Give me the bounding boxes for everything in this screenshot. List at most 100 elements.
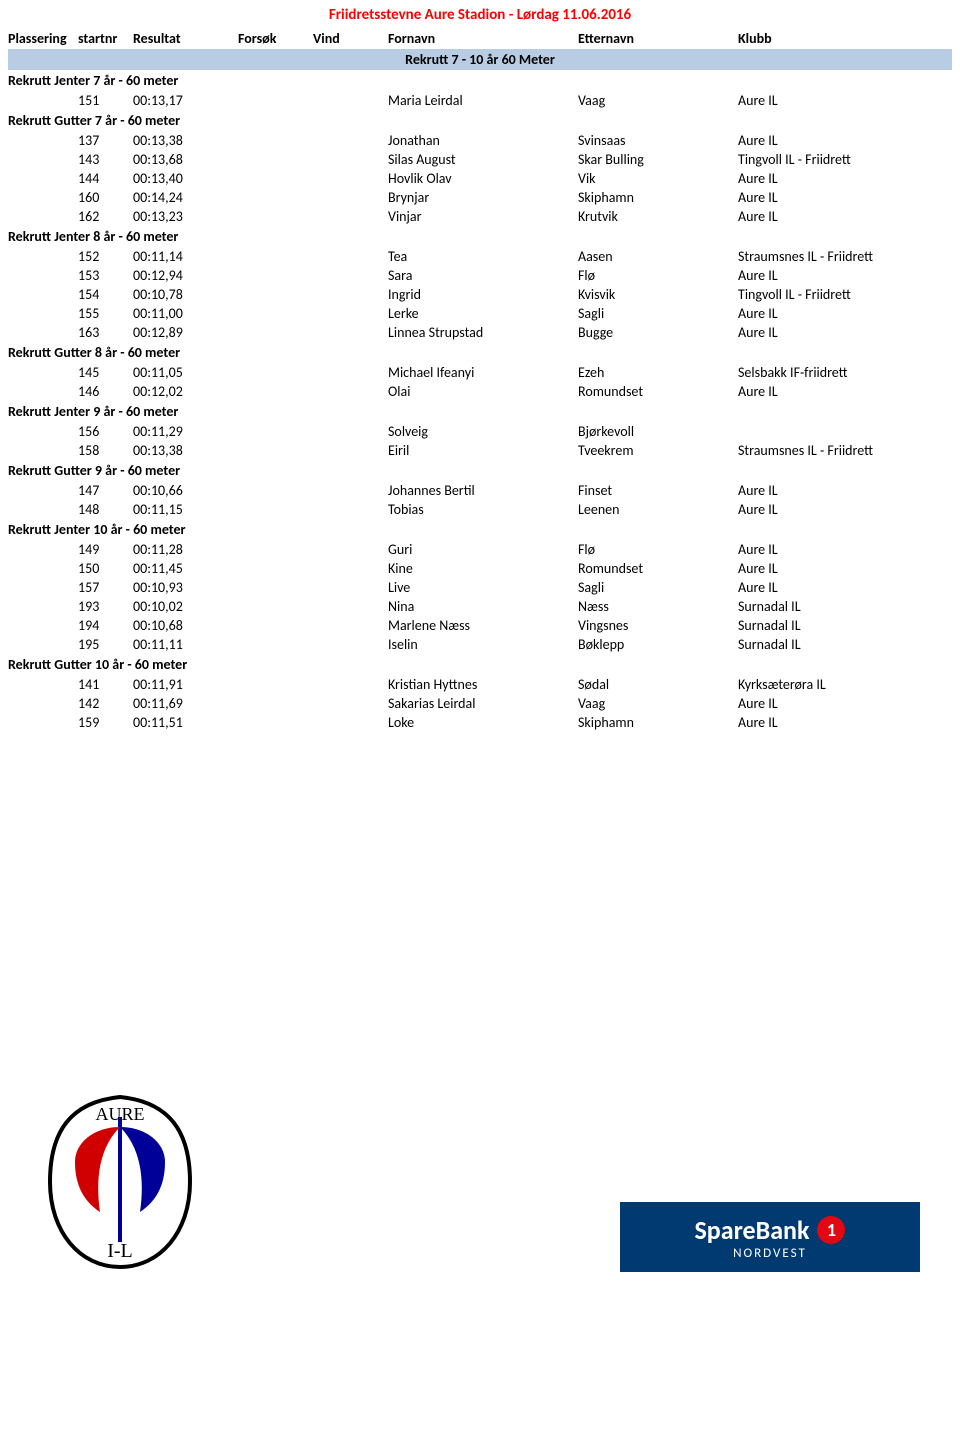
cell-etternavn: Skiphamn [578, 188, 738, 207]
cell-resultat: 00:13,23 [133, 207, 238, 226]
table-row: 15500:11,00LerkeSagliAure IL [8, 304, 952, 323]
cell-fornavn: Ingrid [388, 285, 578, 304]
aure-logo: AURE I-L [40, 1092, 200, 1272]
cell-startnr: 158 [78, 441, 133, 460]
table-row: 14800:11,15TobiasLeenenAure IL [8, 500, 952, 519]
table-row: 15300:12,94SaraFløAure IL [8, 266, 952, 285]
cell-resultat: 00:11,28 [133, 540, 238, 559]
cell-klubb: Tingvoll IL - Friidrett [738, 285, 938, 304]
cell-fornavn: Nina [388, 597, 578, 616]
cell-klubb: Aure IL [738, 540, 938, 559]
cell-fornavn: Johannes Bertil [388, 481, 578, 500]
hdr-startnr: startnr [78, 28, 133, 49]
aure-logo-text-top: AURE [96, 1104, 145, 1124]
cell-startnr: 149 [78, 540, 133, 559]
table-row: 14300:13,68Silas AugustSkar BullingTingv… [8, 150, 952, 169]
cell-klubb: Aure IL [738, 713, 938, 732]
cell-startnr: 142 [78, 694, 133, 713]
cell-fornavn: Eiril [388, 441, 578, 460]
cell-startnr: 141 [78, 675, 133, 694]
cell-klubb: Aure IL [738, 131, 938, 150]
cell-startnr: 147 [78, 481, 133, 500]
table-row: 15400:10,78IngridKvisvikTingvoll IL - Fr… [8, 285, 952, 304]
cell-fornavn: Solveig [388, 422, 578, 441]
footer: AURE I-L SpareBank 1 NORDVEST [0, 1092, 960, 1282]
cell-startnr: 156 [78, 422, 133, 441]
cell-resultat: 00:14,24 [133, 188, 238, 207]
cell-fornavn: Guri [388, 540, 578, 559]
cell-klubb: Aure IL [738, 266, 938, 285]
cell-klubb: Aure IL [738, 304, 938, 323]
hdr-resultat: Resultat [133, 28, 238, 49]
cell-startnr: 163 [78, 323, 133, 342]
cell-resultat: 00:13,38 [133, 131, 238, 150]
cell-fornavn: Iselin [388, 635, 578, 654]
cell-startnr: 157 [78, 578, 133, 597]
cell-fornavn: Linnea Strupstad [388, 323, 578, 342]
table-row: 19300:10,02NinaNæssSurnadal IL [8, 597, 952, 616]
cell-resultat: 00:10,66 [133, 481, 238, 500]
cell-etternavn: Vaag [578, 91, 738, 110]
cell-etternavn: Flø [578, 540, 738, 559]
cell-etternavn: Kvisvik [578, 285, 738, 304]
cell-etternavn: Sødal [578, 675, 738, 694]
sb-number-icon: 1 [817, 1216, 845, 1244]
cell-resultat: 00:11,69 [133, 694, 238, 713]
cell-resultat: 00:10,68 [133, 616, 238, 635]
cell-startnr: 143 [78, 150, 133, 169]
cell-klubb: Aure IL [738, 382, 938, 401]
hdr-vind: Vind [313, 28, 388, 49]
cell-fornavn: Olai [388, 382, 578, 401]
cell-fornavn: Marlene Næss [388, 616, 578, 635]
group-label: Rekrutt Gutter 8 år - 60 meter [8, 342, 952, 363]
hdr-plassering: Plassering [8, 28, 78, 49]
cell-klubb: Aure IL [738, 169, 938, 188]
cell-startnr: 160 [78, 188, 133, 207]
aure-logo-text-bot: I-L [107, 1240, 133, 1262]
table-row: 15600:11,29SolveigBjørkevoll [8, 422, 952, 441]
cell-klubb: Kyrksæterøra IL [738, 675, 938, 694]
cell-fornavn: Brynjar [388, 188, 578, 207]
table-row: 16200:13,23VinjarKrutvikAure IL [8, 207, 952, 226]
cell-startnr: 150 [78, 559, 133, 578]
cell-klubb: Aure IL [738, 207, 938, 226]
cell-etternavn: Vik [578, 169, 738, 188]
cell-resultat: 00:12,89 [133, 323, 238, 342]
hdr-fornavn: Fornavn [388, 28, 578, 49]
cell-resultat: 00:10,93 [133, 578, 238, 597]
cell-fornavn: Loke [388, 713, 578, 732]
cell-etternavn: Romundset [578, 382, 738, 401]
cell-klubb: Surnadal IL [738, 616, 938, 635]
cell-resultat: 00:13,40 [133, 169, 238, 188]
cell-fornavn: Silas August [388, 150, 578, 169]
cell-fornavn: Sakarias Leirdal [388, 694, 578, 713]
cell-etternavn: Sagli [578, 304, 738, 323]
cell-fornavn: Michael Ifeanyi [388, 363, 578, 382]
sb-region: NORDVEST [733, 1246, 807, 1261]
cell-resultat: 00:11,91 [133, 675, 238, 694]
table-row: 19400:10,68Marlene NæssVingsnesSurnadal … [8, 616, 952, 635]
cell-fornavn: Tobias [388, 500, 578, 519]
cell-fornavn: Lerke [388, 304, 578, 323]
cell-resultat: 00:13,17 [133, 91, 238, 110]
cell-etternavn: Krutvik [578, 207, 738, 226]
results-container: Rekrutt Jenter 7 år - 60 meter15100:13,1… [8, 70, 952, 732]
cell-etternavn: Finset [578, 481, 738, 500]
cell-fornavn: Vinjar [388, 207, 578, 226]
cell-klubb: Aure IL [738, 578, 938, 597]
cell-etternavn: Næss [578, 597, 738, 616]
cell-resultat: 00:11,29 [133, 422, 238, 441]
cell-etternavn: Vingsnes [578, 616, 738, 635]
cell-startnr: 137 [78, 131, 133, 150]
cell-fornavn: Hovlik Olav [388, 169, 578, 188]
cell-klubb: Aure IL [738, 323, 938, 342]
cell-resultat: 00:11,45 [133, 559, 238, 578]
cell-startnr: 145 [78, 363, 133, 382]
cell-resultat: 00:11,11 [133, 635, 238, 654]
cell-fornavn: Sara [388, 266, 578, 285]
table-row: 15200:11,14TeaAasenStraumsnes IL - Friid… [8, 247, 952, 266]
cell-etternavn: Bøklepp [578, 635, 738, 654]
table-row: 14600:12,02OlaiRomundsetAure IL [8, 382, 952, 401]
table-row: 14700:10,66Johannes BertilFinsetAure IL [8, 481, 952, 500]
cell-resultat: 00:10,78 [133, 285, 238, 304]
